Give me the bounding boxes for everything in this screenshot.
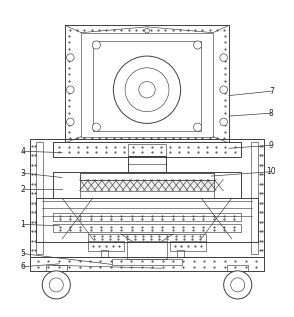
Circle shape — [49, 278, 63, 292]
Bar — [112, 259, 182, 265]
Circle shape — [66, 54, 74, 61]
Text: 7: 7 — [269, 87, 274, 96]
Bar — [171, 241, 206, 251]
Bar — [36, 198, 258, 242]
Text: 10: 10 — [267, 167, 276, 176]
Bar — [81, 33, 213, 137]
Bar — [128, 144, 166, 156]
Bar — [54, 142, 240, 157]
Circle shape — [193, 41, 202, 49]
Text: 2: 2 — [20, 185, 25, 194]
Circle shape — [224, 271, 252, 299]
Circle shape — [42, 271, 70, 299]
Text: 9: 9 — [269, 141, 274, 150]
Text: 3: 3 — [20, 169, 25, 178]
Bar — [101, 250, 108, 256]
Circle shape — [231, 278, 245, 292]
Bar — [54, 224, 240, 232]
Text: 4: 4 — [20, 147, 25, 156]
Text: 1: 1 — [20, 220, 25, 229]
Circle shape — [66, 86, 74, 94]
Text: 8: 8 — [269, 109, 274, 118]
Circle shape — [66, 118, 74, 126]
Circle shape — [92, 123, 101, 131]
Circle shape — [139, 81, 155, 98]
Bar — [88, 241, 123, 251]
Bar — [251, 142, 258, 254]
Bar — [30, 256, 264, 271]
Bar — [128, 156, 166, 172]
Circle shape — [220, 54, 228, 61]
Circle shape — [220, 118, 228, 126]
Circle shape — [125, 68, 169, 112]
Circle shape — [193, 123, 202, 131]
Bar — [30, 139, 264, 256]
Bar — [126, 241, 168, 259]
Text: 5: 5 — [20, 249, 25, 258]
Bar — [88, 234, 206, 242]
Circle shape — [220, 86, 228, 94]
Bar — [80, 173, 214, 180]
Bar — [93, 42, 201, 131]
Bar — [80, 179, 214, 191]
Bar — [46, 265, 66, 271]
Text: 6: 6 — [20, 262, 25, 271]
Bar — [80, 173, 214, 198]
Circle shape — [92, 41, 101, 49]
Bar — [177, 250, 184, 256]
Bar — [36, 142, 43, 254]
Bar — [228, 265, 248, 271]
Bar — [54, 213, 240, 221]
Bar — [65, 25, 229, 142]
Bar — [54, 172, 240, 198]
Circle shape — [113, 56, 181, 123]
